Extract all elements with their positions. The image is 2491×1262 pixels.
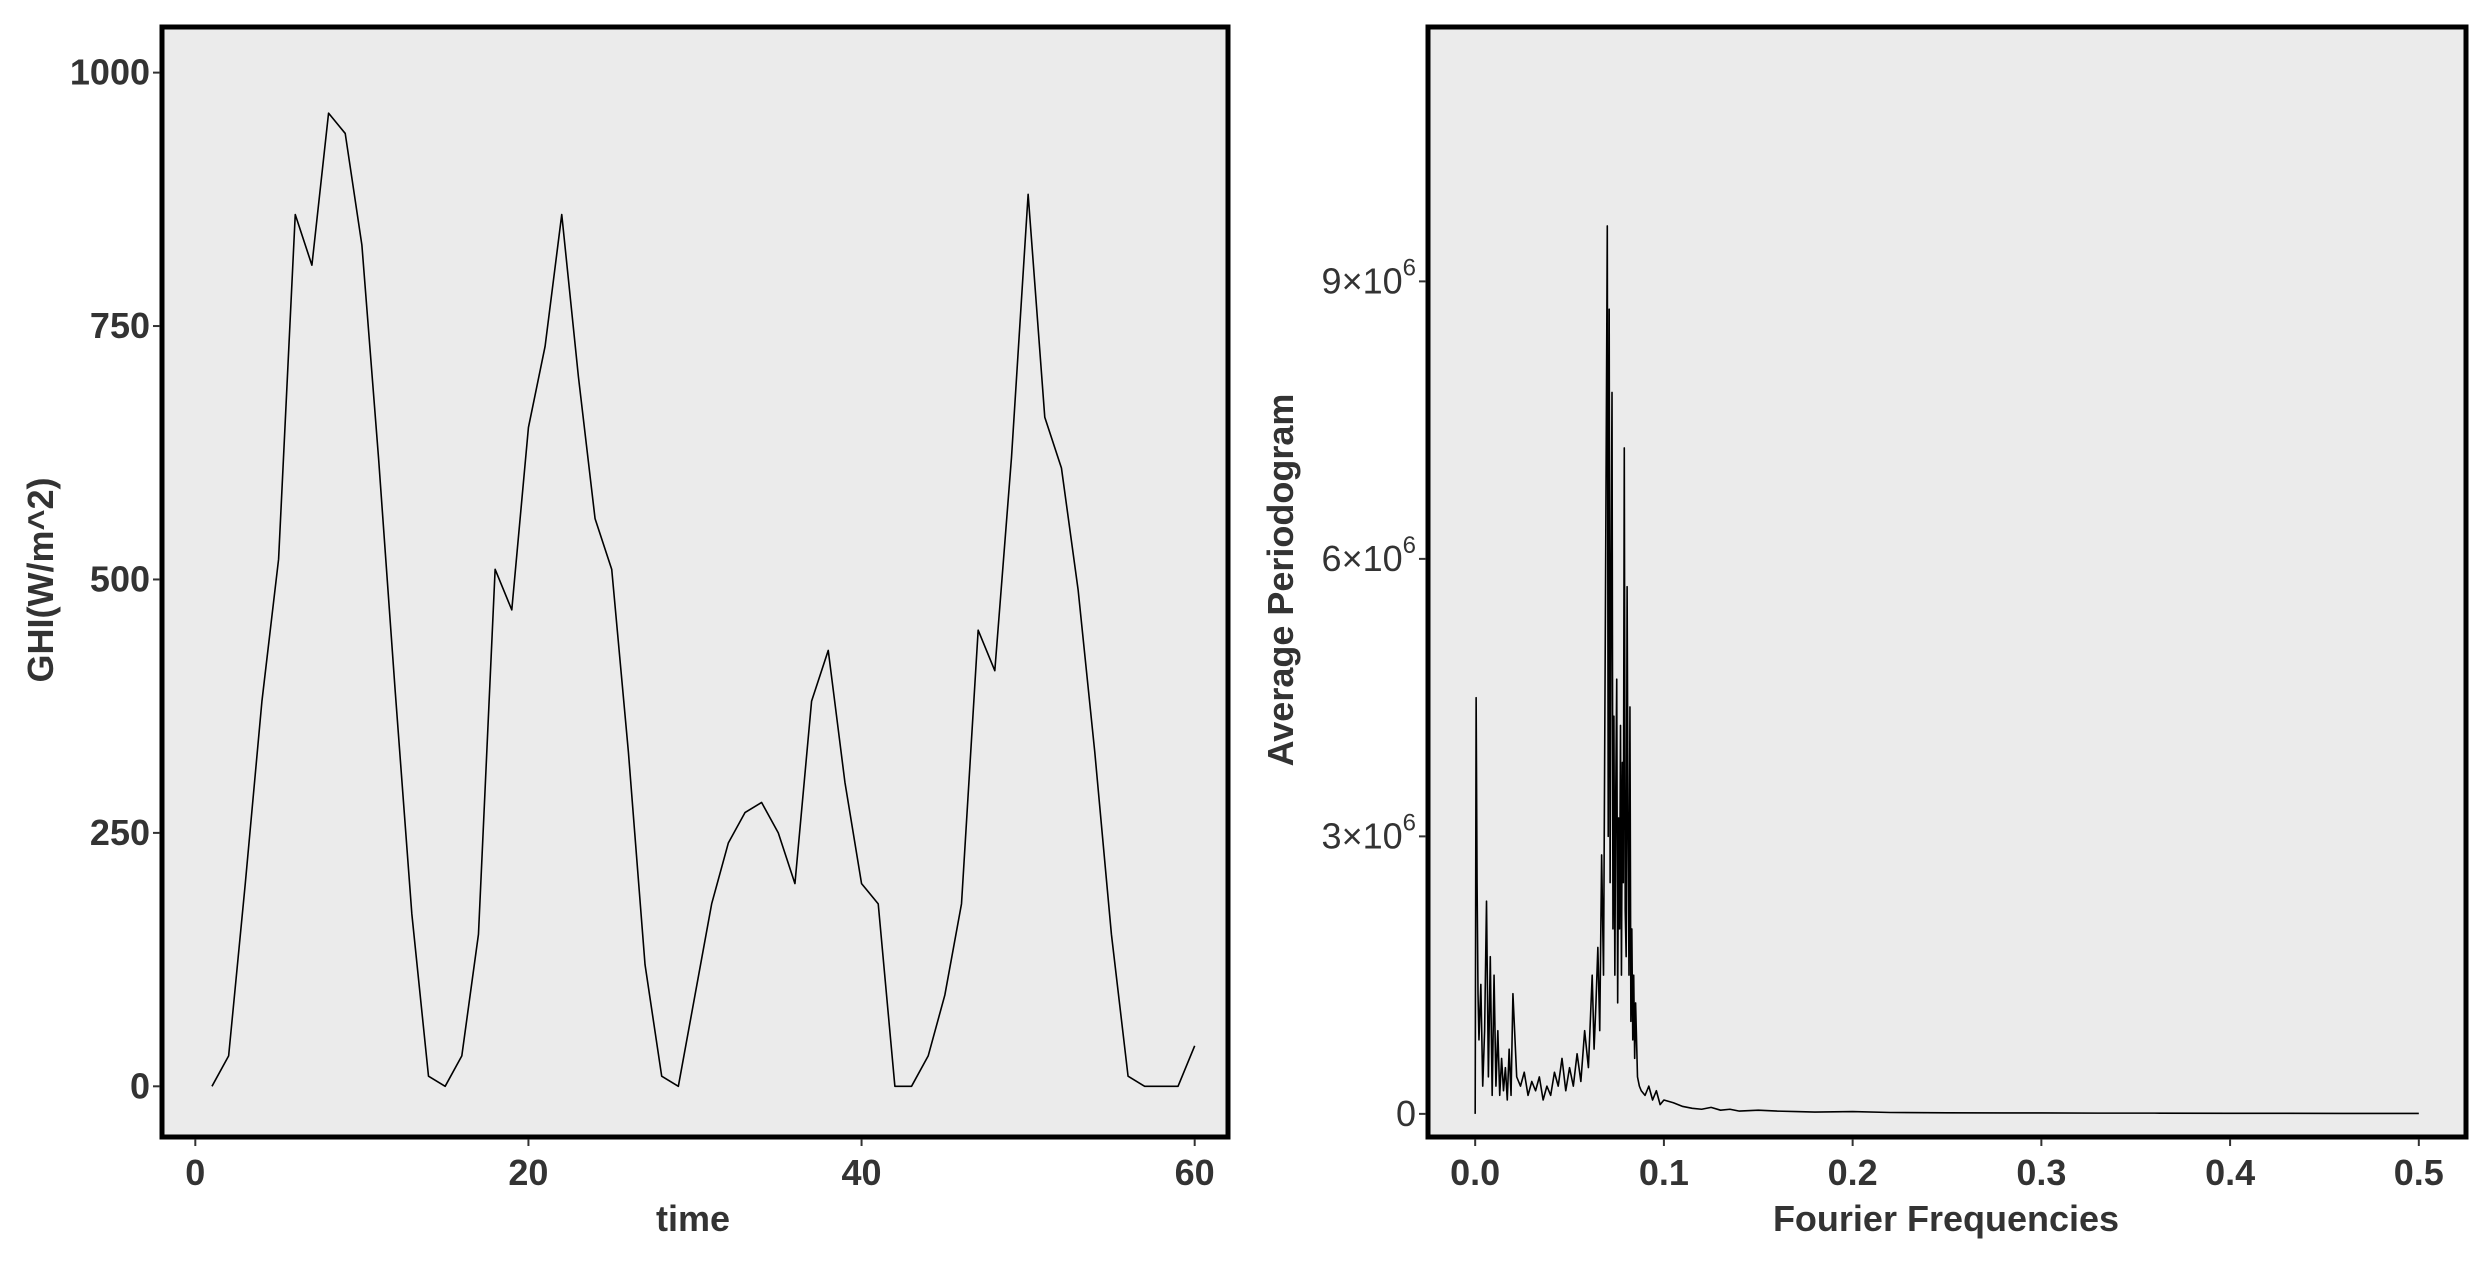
x-axis-label: time — [656, 1198, 730, 1239]
y-tick-label: 500 — [90, 558, 150, 599]
x-tick-label: 60 — [1175, 1152, 1215, 1193]
ghi-time-chart: 0 250 500 750 1000 0 20 40 60 time GHI(W/m^2) — [20, 24, 1231, 1239]
x-tick-label: 0 — [185, 1152, 205, 1193]
periodogram-chart: 0 3×106 6×106 9×106 0.0 0.1 0.2 0.3 0.4 0.5 Four… — [1260, 24, 2469, 1239]
y-tick-label: 6×106 — [1322, 532, 1416, 579]
y-tick-exponent: 6 — [1403, 254, 1416, 281]
x-axis: 0.0 0.1 0.2 0.3 0.4 0.5 — [1450, 1139, 2444, 1193]
periodogram-series-line — [1474, 225, 2419, 1115]
y-tick-exponent: 6 — [1403, 532, 1416, 559]
y-axis-label: GHI(W/m^2) — [20, 477, 61, 682]
y-tick-label: 1000 — [70, 52, 150, 93]
x-axis: 0 20 40 60 — [185, 1139, 1215, 1193]
x-axis-label: Fourier Frequencies — [1773, 1198, 2119, 1239]
y-tick-exponent: 6 — [1403, 809, 1416, 836]
y-axis-label: Average Periodogram — [1260, 394, 1301, 767]
y-tick-label: 250 — [90, 812, 150, 853]
x-tick-label: 0.5 — [2394, 1152, 2444, 1193]
x-tick-label: 40 — [842, 1152, 882, 1193]
y-axis: 0 3×106 6×106 9×106 — [1322, 254, 1426, 1134]
x-tick-label: 0.4 — [2205, 1152, 2255, 1193]
plot-panel — [159, 24, 1231, 1140]
x-tick-label: 0.0 — [1450, 1152, 1500, 1193]
y-tick-label: 3×106 — [1322, 809, 1416, 856]
plot-panel — [1425, 24, 2469, 1140]
y-tick-label: 0 — [130, 1065, 150, 1106]
x-tick-label: 0.3 — [2016, 1152, 2066, 1193]
y-axis: 0 250 500 750 1000 — [70, 52, 160, 1106]
x-tick-label: 0.2 — [1828, 1152, 1878, 1193]
x-tick-label: 20 — [508, 1152, 548, 1193]
ghi-series-line — [211, 112, 1196, 1088]
y-tick-label: 9×106 — [1322, 254, 1416, 301]
y-tick-label: 750 — [90, 305, 150, 346]
x-tick-label: 0.1 — [1639, 1152, 1689, 1193]
y-tick-label: 0 — [1396, 1093, 1416, 1134]
